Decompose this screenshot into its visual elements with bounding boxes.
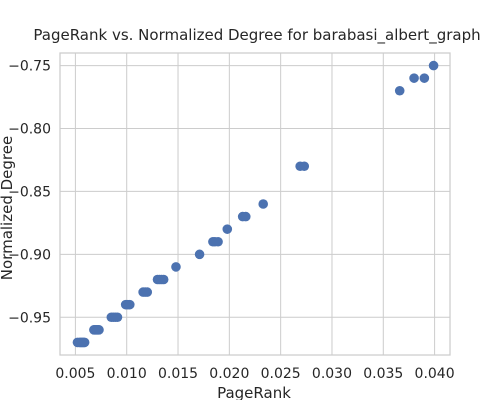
x-tick-label: 0.005 (55, 366, 95, 382)
x-tick-label: 0.035 (363, 366, 403, 382)
data-point (142, 287, 153, 297)
x-tick-label: 0.010 (107, 366, 147, 382)
grid-layer (60, 53, 450, 355)
data-point (299, 161, 310, 172)
y-tick-label: −0.80 (8, 122, 51, 138)
data-point (409, 73, 419, 83)
data-point (419, 73, 430, 83)
y-tick-label: −0.75 (8, 59, 51, 75)
data-point (171, 262, 181, 272)
data-point (124, 299, 135, 310)
data-point (213, 236, 223, 247)
y-tick-label: −0.90 (8, 247, 51, 263)
y-tick-label: −0.85 (8, 184, 51, 200)
x-axis-label: PageRank (217, 384, 291, 400)
x-tick-label: 0.015 (158, 366, 198, 382)
points-layer (72, 60, 439, 348)
data-point (112, 312, 123, 323)
data-point (394, 85, 405, 96)
plot-frame (59, 52, 451, 356)
y-tick-label: −0.95 (8, 310, 51, 326)
data-point (240, 211, 251, 222)
data-point (258, 199, 269, 209)
data-point (94, 325, 104, 335)
x-tick-label: 0.025 (261, 366, 301, 382)
y-axis-ticks: −0.95 −0.90 −0.85 −0.80 −0.75 (8, 59, 51, 327)
data-point (428, 60, 439, 71)
x-axis-ticks: 0.005 0.010 0.015 0.020 0.025 0.030 0.035 0.040 (55, 366, 454, 382)
x-tick-label: 0.020 (209, 366, 249, 382)
y-axis-label: Normalized Degree (0, 136, 16, 280)
data-point (158, 274, 169, 285)
chart-title: PageRank vs. Normalized Degree for barab… (33, 26, 480, 45)
data-point (194, 249, 205, 260)
x-tick-label: 0.040 (415, 366, 455, 382)
data-point (79, 337, 90, 348)
x-tick-label: 0.030 (312, 366, 352, 382)
data-point (222, 224, 233, 234)
